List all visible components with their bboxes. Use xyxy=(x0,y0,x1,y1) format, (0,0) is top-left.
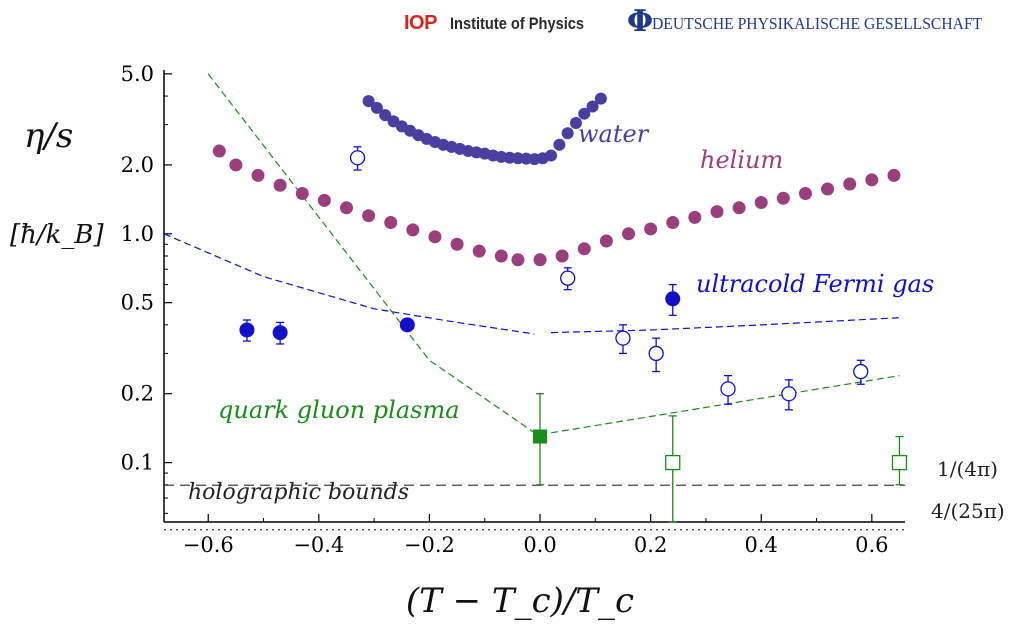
water-point xyxy=(553,138,566,151)
iop-name: Institute of Physics xyxy=(450,14,585,33)
helium-point xyxy=(644,222,658,236)
helium-point xyxy=(273,178,287,192)
helium-point xyxy=(865,173,879,187)
y-axis-label: η/s xyxy=(24,116,74,156)
water-point xyxy=(370,101,383,114)
fermi-filled-point xyxy=(665,291,681,307)
water-point xyxy=(569,117,582,130)
helium-point xyxy=(295,187,309,201)
helium-label: helium xyxy=(700,146,783,174)
fermi-open-point xyxy=(560,270,576,286)
fermi-filled-point xyxy=(239,322,255,338)
helium-point xyxy=(843,177,857,191)
helium-point xyxy=(599,234,613,248)
helium-point xyxy=(339,201,353,215)
water-point xyxy=(586,100,599,113)
holographic-label: holographic bounds xyxy=(188,480,409,505)
helium-point xyxy=(251,168,265,182)
y-tick-label: 0.5 xyxy=(121,291,154,315)
x-tick-label: −0.4 xyxy=(293,533,344,557)
helium-point xyxy=(887,168,901,182)
qgp-open-point xyxy=(665,454,681,471)
fermi-filled-point xyxy=(272,325,288,341)
x-axis-label: (T − T_c)/T_c xyxy=(406,581,634,621)
water-point xyxy=(594,92,607,105)
kss-bound-label: 1/(4π) xyxy=(937,457,998,481)
helium-point xyxy=(317,193,331,207)
water-point xyxy=(379,109,392,122)
x-tick-label: 0.2 xyxy=(634,533,667,557)
fermi-filled-point xyxy=(399,317,415,333)
water-point xyxy=(578,107,591,120)
helium-point xyxy=(776,191,790,205)
qgp-fit-left xyxy=(207,73,535,434)
dpg-name: DEUTSCHE PHYSIKALISCHE GESELLSCHAFT xyxy=(652,14,983,33)
helium-point xyxy=(472,244,486,258)
iop-logo: IOP xyxy=(404,12,437,34)
x-tick-label: 0.4 xyxy=(745,533,778,557)
helium-point xyxy=(732,201,746,215)
x-tick-label: −0.6 xyxy=(183,533,234,557)
y-tick-label: 0.2 xyxy=(121,382,154,406)
y-tick-label: 1.0 xyxy=(121,222,154,246)
y-tick-label: 0.1 xyxy=(121,451,154,475)
qgp-label: quark gluon plasma xyxy=(218,396,460,424)
y-tick-label: 2.0 xyxy=(121,153,154,177)
x-tick-label: 0.0 xyxy=(523,533,556,557)
qgp-open-point xyxy=(891,454,908,471)
fermi-fit-right xyxy=(551,317,900,334)
water-point xyxy=(362,95,375,108)
helium-point xyxy=(428,230,442,244)
fermi-open-point xyxy=(720,381,736,397)
helium-point xyxy=(384,216,398,230)
dpg-logo: Φ xyxy=(627,4,654,39)
helium-point xyxy=(229,158,243,172)
helium-point xyxy=(555,249,569,263)
helium-point xyxy=(362,209,376,223)
fermi-open-point xyxy=(648,345,664,362)
gb-bound-label: 4/(25π) xyxy=(931,499,1005,523)
fermi-open-point xyxy=(615,330,631,346)
y-tick-label: 5.0 xyxy=(121,62,154,86)
fermi-open-point xyxy=(781,386,797,402)
helium-point xyxy=(798,187,812,201)
helium-point xyxy=(666,216,680,230)
helium-point xyxy=(450,237,464,251)
qgp-filled-point xyxy=(533,429,548,444)
helium-point xyxy=(494,249,508,263)
x-tick-label: −0.2 xyxy=(404,533,455,557)
helium-point xyxy=(710,205,724,219)
helium-point xyxy=(688,210,702,224)
helium-point xyxy=(821,182,835,196)
water-point xyxy=(561,127,574,140)
fermi-fit-left xyxy=(163,233,535,335)
water-label: water xyxy=(578,120,650,148)
fermi-label: ultracold Fermi gas xyxy=(696,270,934,298)
helium-point xyxy=(533,253,547,267)
fermi-open-point xyxy=(853,363,869,380)
x-tick-label: 0.6 xyxy=(855,533,888,557)
helium-point xyxy=(212,144,226,158)
helium-point xyxy=(577,242,591,256)
fermi-open-point xyxy=(349,150,366,166)
helium-point xyxy=(622,227,636,241)
y-axis-unit: [ħ/k_B] xyxy=(10,220,104,250)
helium-point xyxy=(406,223,420,237)
helium-point xyxy=(754,196,768,210)
helium-point xyxy=(511,253,525,267)
water-point xyxy=(545,149,558,162)
